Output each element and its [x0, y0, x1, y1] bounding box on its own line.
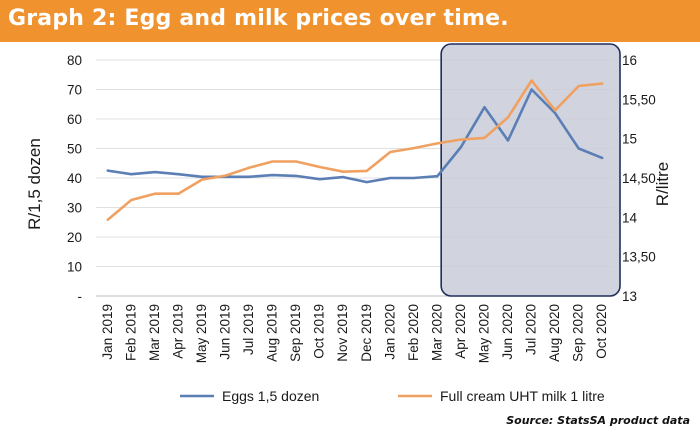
title-bar: Graph 2: Egg and milk prices over time.: [0, 0, 700, 42]
series-line-right: [106, 79, 604, 221]
x-axis-ticks: Jan 2019 Feb 2019 Mar 2019 Apr 2019 May 2019…: [100, 304, 609, 363]
x-tick-label: Jun 2019: [218, 304, 233, 360]
x-tick-label: Mar 2020: [429, 304, 444, 361]
left-tick-label: 10: [67, 260, 82, 275]
x-tick-label: Sep 2020: [571, 304, 586, 362]
x-tick-label: May 2019: [194, 304, 209, 363]
x-tick-label: Jan 2019: [100, 304, 115, 360]
x-tick-label: Mar 2019: [147, 304, 162, 361]
x-tick-label: Aug 2020: [547, 304, 562, 362]
legend: Eggs 1,5 dozen Full cream UHT milk 1 litr…: [180, 388, 605, 404]
x-tick-label: Dec 2019: [359, 304, 374, 362]
left-tick-label: 30: [67, 201, 82, 216]
x-tick-label: Jul 2019: [241, 304, 256, 355]
x-tick-label: Nov 2019: [335, 304, 350, 362]
x-tick-label: Jun 2020: [500, 304, 515, 360]
x-tick-label: May 2020: [477, 304, 492, 363]
left-tick-label: -: [78, 289, 83, 304]
x-tick-label: Feb 2019: [123, 304, 138, 361]
right-tick-label: 15,50: [622, 92, 656, 107]
right-axis-ticks: 13 13,50 14 14,50 15 15,50 16: [622, 53, 656, 304]
x-tick-label: Feb 2020: [406, 304, 421, 361]
legend-label: Eggs 1,5 dozen: [222, 388, 319, 404]
gridlines: [96, 59, 614, 297]
left-tick-label: 80: [67, 53, 82, 68]
left-tick-label: 60: [67, 112, 82, 127]
left-tick-label: 70: [67, 83, 82, 98]
right-tick-label: 13,50: [622, 250, 656, 265]
legend-label: Full cream UHT milk 1 litre: [440, 388, 605, 404]
x-tick-label: Apr 2019: [170, 304, 185, 359]
x-tick-label: Jan 2020: [382, 304, 397, 360]
right-tick-label: 16: [622, 53, 637, 68]
series-lines: [106, 79, 604, 221]
chart-title: Graph 2: Egg and milk prices over time.: [8, 6, 509, 31]
left-tick-label: 50: [67, 142, 82, 157]
left-tick-label: 40: [67, 171, 82, 186]
x-tick-label: Jul 2020: [524, 304, 539, 355]
x-tick-label: Oct 2020: [594, 304, 609, 359]
series-line-left: [106, 88, 604, 184]
source-note: Source: StatsSA product data: [506, 414, 690, 427]
x-tick-label: Oct 2019: [312, 304, 327, 359]
left-axis-title: R/1,5 dozen: [25, 138, 44, 230]
right-tick-label: 14: [622, 210, 638, 225]
right-axis-title: R/litre: [653, 162, 672, 206]
right-tick-label: 14,50: [622, 171, 656, 186]
x-tick-label: Apr 2020: [453, 304, 468, 359]
left-axis-ticks: - 10 20 30 40 50 60 70 80: [67, 53, 82, 304]
x-tick-label: Sep 2019: [288, 304, 303, 362]
right-tick-label: 13: [622, 289, 637, 304]
right-tick-label: 15: [622, 132, 637, 147]
x-tick-label: Aug 2019: [265, 304, 280, 362]
left-tick-label: 20: [67, 230, 82, 245]
